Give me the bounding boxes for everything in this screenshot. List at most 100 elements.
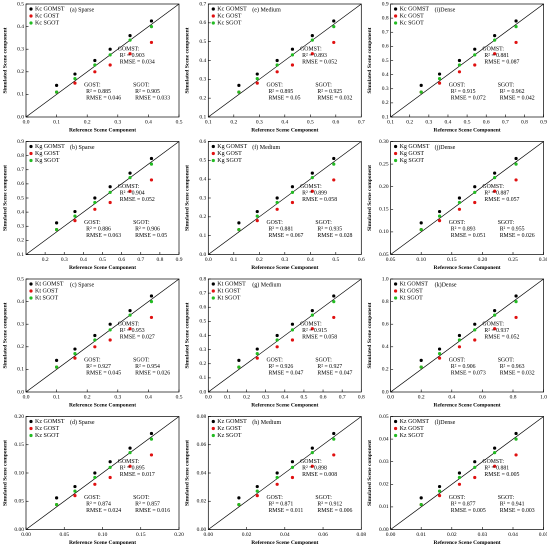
stat-annotation: R² = 0.874 (86, 502, 111, 508)
stat-annotation: R² = 0.885 (86, 89, 111, 95)
x-tick-label: 0.03 (478, 532, 488, 538)
x-tick-label: 0.2 (256, 257, 263, 263)
y-tick-label: 0.5 (199, 158, 206, 164)
scatter-point (93, 200, 97, 205)
x-tick-label: 0.0 (387, 394, 394, 400)
scatter-point (93, 475, 97, 480)
stat-annotation: GOMST: (118, 322, 140, 328)
y-tick-label: 0.3 (199, 195, 206, 201)
stat-annotation: SGOT: (498, 220, 515, 226)
stat-annotation: RMSE = 0.034 (120, 60, 155, 66)
scatter-point (332, 40, 336, 45)
scatter-point (514, 19, 518, 23)
scatter-point (237, 228, 241, 232)
x-tick-label: 0.05 (539, 532, 547, 538)
stat-annotation: R² = 0.937 (484, 328, 509, 334)
legend-marker (211, 14, 215, 18)
legend-marker (29, 419, 33, 424)
legend-label: Kt SGOT (35, 295, 59, 301)
y-tick-label: 0.2 (199, 95, 206, 101)
scatter-point (108, 200, 112, 205)
scatter-point (473, 47, 477, 51)
legend-label: Kc SGOT (35, 20, 59, 26)
stat-annotation: RMSE = 0.033 (135, 96, 170, 102)
scatter-point (255, 209, 259, 214)
stat-annotation: R² = 0.953 (120, 328, 145, 334)
scatter-point (493, 446, 497, 450)
one-to-one-line (208, 141, 362, 255)
scatter-point (457, 482, 462, 486)
y-tick-label: 0.3 (199, 347, 206, 353)
scatter-point (437, 72, 442, 76)
scatter-point (332, 294, 336, 298)
scatter-point (473, 200, 477, 205)
stat-annotation: RMSE = 0.058 (302, 335, 337, 341)
legend-marker (394, 426, 398, 431)
scatter-point (255, 214, 259, 218)
panel-title: (l)Dense (435, 419, 456, 426)
stat-annotation: R² = 0.927 (86, 364, 111, 370)
x-tick-label: 0.0 (205, 394, 212, 400)
x-tick-label: 0.04 (280, 532, 290, 538)
y-axis-label: Simulated Scene component (2, 165, 8, 231)
legend-label: Kz GOST (400, 426, 424, 432)
scatter-point (493, 38, 497, 42)
scatter-point (514, 437, 518, 441)
scatter-point (419, 358, 423, 362)
scatter-point (514, 25, 518, 29)
scatter-point (332, 437, 336, 441)
y-tick-label: 0.0 (382, 389, 389, 395)
y-tick-label: 0.2 (382, 367, 389, 373)
scatter-point (108, 328, 112, 332)
scatter-point (237, 503, 241, 507)
one-to-one-line (25, 3, 180, 118)
x-tick-label: 0.2 (230, 119, 237, 125)
one-to-one-line (25, 141, 180, 255)
scatter-point (237, 90, 241, 94)
stat-annotation: R² = 0.877 (451, 502, 476, 508)
y-tick-label: 0.15 (379, 207, 389, 213)
y-axis-label: Simulated Scene component (367, 440, 373, 506)
legend-label: Kz GOST (35, 426, 59, 432)
y-tick-label: 0.4 (199, 58, 206, 64)
stat-annotation: GOST: (266, 358, 283, 364)
scatter-point (237, 358, 241, 362)
stat-annotation: RMSE = 0.032 (500, 371, 535, 377)
scatter-point (473, 185, 477, 189)
scatter-point (93, 207, 97, 211)
x-tick-label: 0.20 (174, 532, 184, 538)
scatter-point (275, 207, 279, 211)
x-axis-label: Reference Scene Component (434, 127, 501, 133)
stat-annotation: RMSE = 0.087 (484, 60, 519, 66)
stat-annotation: R² = 0.881 (268, 227, 293, 233)
stat-annotation: GOMST: (482, 184, 504, 190)
scatter-point (457, 207, 462, 211)
scatter-point (237, 365, 241, 369)
y-tick-label: 0.10 (379, 229, 389, 235)
x-tick-label: 0.9 (176, 257, 183, 263)
x-tick-label: 0.20 (478, 257, 488, 263)
stat-annotation: RMSE = 0.042 (500, 96, 535, 102)
x-tick-label: 1.0 (540, 394, 547, 400)
x-tick-label: 0.4 (80, 257, 87, 263)
stat-annotation: GOMST: (482, 47, 504, 53)
panel-title: (j)Dense (435, 144, 456, 151)
x-tick-label: 0.4 (281, 119, 288, 125)
y-tick-label: 0.06 (197, 442, 207, 448)
scatter-point (149, 453, 154, 457)
legend-label: Kc SGOT (400, 20, 424, 26)
scatter-point (275, 200, 279, 205)
x-tick-label: 0.00 (21, 532, 31, 538)
scatter-point (493, 313, 497, 317)
stat-annotation: GOMST: (118, 47, 140, 53)
scatter-point (128, 464, 132, 468)
scatter-point (128, 327, 132, 331)
scatter-point (437, 76, 442, 81)
y-tick-label: 0.4 (17, 299, 24, 305)
one-to-one-line (208, 3, 362, 118)
y-axis-label: Simulated Scene component (2, 440, 8, 506)
one-to-one-line (390, 3, 544, 118)
scatter-point (275, 70, 279, 74)
scatter-point (290, 465, 295, 469)
scatter-point (332, 315, 336, 320)
